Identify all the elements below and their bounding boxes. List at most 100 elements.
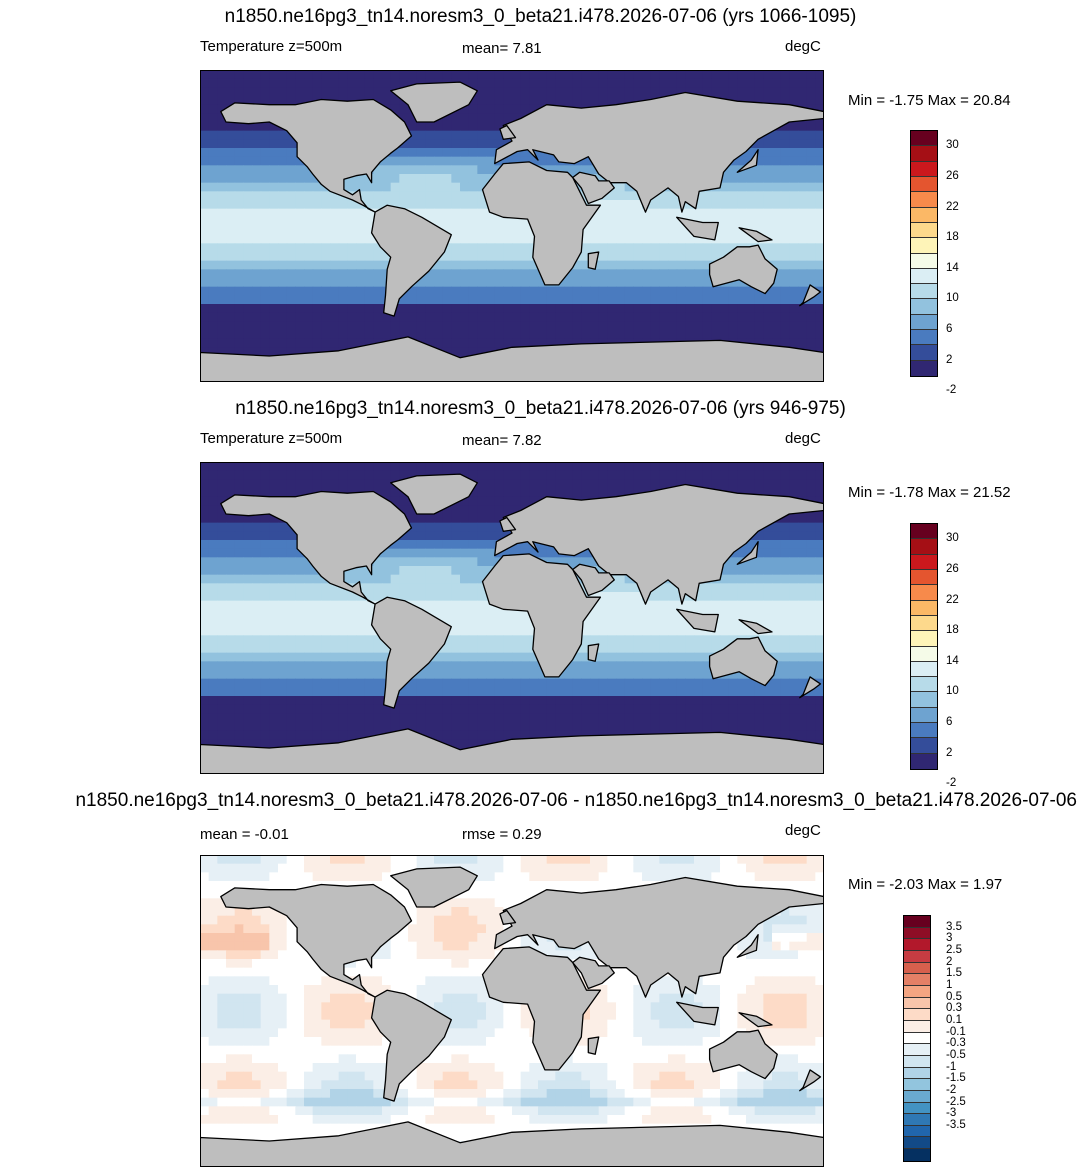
- ocean-cell: [373, 295, 383, 305]
- ocean-cell: [529, 70, 539, 80]
- ocean-cell: [416, 670, 426, 680]
- ocean-cell: [217, 191, 227, 201]
- ocean-cell: [598, 330, 608, 340]
- ocean-cell: [789, 191, 799, 201]
- ocean-cell: [737, 462, 747, 472]
- ocean-cell: [356, 574, 366, 584]
- ocean-cell: [685, 78, 695, 88]
- ocean-cell: [780, 148, 790, 158]
- ocean-cell: [780, 312, 790, 322]
- ocean-cell: [702, 312, 712, 322]
- ocean-cell: [642, 269, 652, 279]
- ocean-cell: [789, 156, 799, 166]
- ocean-cell: [581, 286, 591, 296]
- ocean-cell: [390, 330, 400, 340]
- ocean-cell: [624, 704, 634, 714]
- ocean-cell: [364, 200, 374, 210]
- ocean-cell: [304, 730, 314, 740]
- ocean-cell: [252, 470, 262, 480]
- ocean-cell: [252, 148, 262, 158]
- ocean-cell: [356, 174, 366, 184]
- ocean-cell: [390, 574, 400, 584]
- ocean-cell: [702, 462, 712, 472]
- ocean-cell: [373, 713, 383, 723]
- ocean-cell: [260, 479, 270, 489]
- ocean-cell: [520, 713, 530, 723]
- ocean-cell: [650, 479, 660, 489]
- ocean-cell: [243, 704, 253, 714]
- ocean-cell: [226, 200, 236, 210]
- ocean-cell: [304, 583, 314, 593]
- ocean-cell: [486, 312, 496, 322]
- ocean-cell: [330, 644, 340, 654]
- ocean-cell: [624, 722, 634, 732]
- ocean-cell: [434, 130, 444, 140]
- ocean-cell: [451, 522, 461, 532]
- ocean-cell: [278, 531, 288, 541]
- ocean-cell: [798, 330, 808, 340]
- ocean-cell: [442, 635, 452, 645]
- ocean-cell: [737, 182, 747, 192]
- ocean-cell: [434, 574, 444, 584]
- ocean-cell: [451, 156, 461, 166]
- ocean-cell: [538, 304, 548, 314]
- ocean-cell: [286, 286, 296, 296]
- ocean-cell: [269, 661, 279, 671]
- ocean-cell: [789, 130, 799, 140]
- ocean-cell: [633, 462, 643, 472]
- ocean-cell: [451, 505, 461, 515]
- ocean-cell: [425, 592, 435, 602]
- ocean-cell: [425, 208, 435, 218]
- ocean-cell: [616, 96, 626, 106]
- ocean-cell: [815, 226, 824, 236]
- ocean-cell: [243, 78, 253, 88]
- ocean-cell: [295, 574, 305, 584]
- ocean-cell: [252, 226, 262, 236]
- ocean-cell: [304, 661, 314, 671]
- ocean-cell: [624, 488, 634, 498]
- ocean-cell: [772, 243, 782, 253]
- ocean-cell: [460, 644, 470, 654]
- ocean-cell: [728, 574, 738, 584]
- colorbar-swatch: [911, 222, 937, 239]
- ocean-cell: [538, 713, 548, 723]
- ocean-cell: [434, 722, 444, 732]
- ocean-cell: [494, 488, 504, 498]
- ocean-cell: [295, 330, 305, 340]
- ocean-cell: [477, 739, 487, 749]
- ocean-cell: [390, 174, 400, 184]
- ocean-cell: [772, 70, 782, 80]
- ocean-cell: [373, 678, 383, 688]
- ocean-cell: [633, 713, 643, 723]
- ocean-cell: [486, 548, 496, 558]
- ocean-cell: [390, 548, 400, 558]
- ocean-cell: [269, 462, 279, 472]
- ocean-cell: [295, 217, 305, 227]
- ocean-cell: [373, 252, 383, 262]
- ocean-cell: [226, 208, 236, 218]
- ocean-cell: [711, 704, 721, 714]
- ocean-cell: [234, 644, 244, 654]
- ocean-cell: [243, 609, 253, 619]
- ocean-cell: [598, 635, 608, 645]
- ocean-cell: [659, 661, 669, 671]
- ocean-cell: [737, 696, 747, 706]
- ocean-cell: [494, 462, 504, 472]
- ocean-cell: [269, 739, 279, 749]
- ocean-cell: [252, 321, 262, 331]
- ocean-cell: [269, 174, 279, 184]
- ocean-cell: [330, 286, 340, 296]
- ocean-cell: [546, 470, 556, 480]
- ocean-cell: [356, 687, 366, 697]
- ocean-cell: [217, 139, 227, 149]
- ocean-cell: [503, 470, 513, 480]
- ocean-cell: [364, 574, 374, 584]
- ocean-cell: [304, 312, 314, 322]
- ocean-cell: [494, 496, 504, 506]
- ocean-cell: [468, 226, 478, 236]
- ocean-cell: [399, 713, 409, 723]
- ocean-cell: [668, 234, 678, 244]
- ocean-cell: [312, 243, 322, 253]
- ocean-cell: [546, 338, 556, 348]
- ocean-cell: [616, 304, 626, 314]
